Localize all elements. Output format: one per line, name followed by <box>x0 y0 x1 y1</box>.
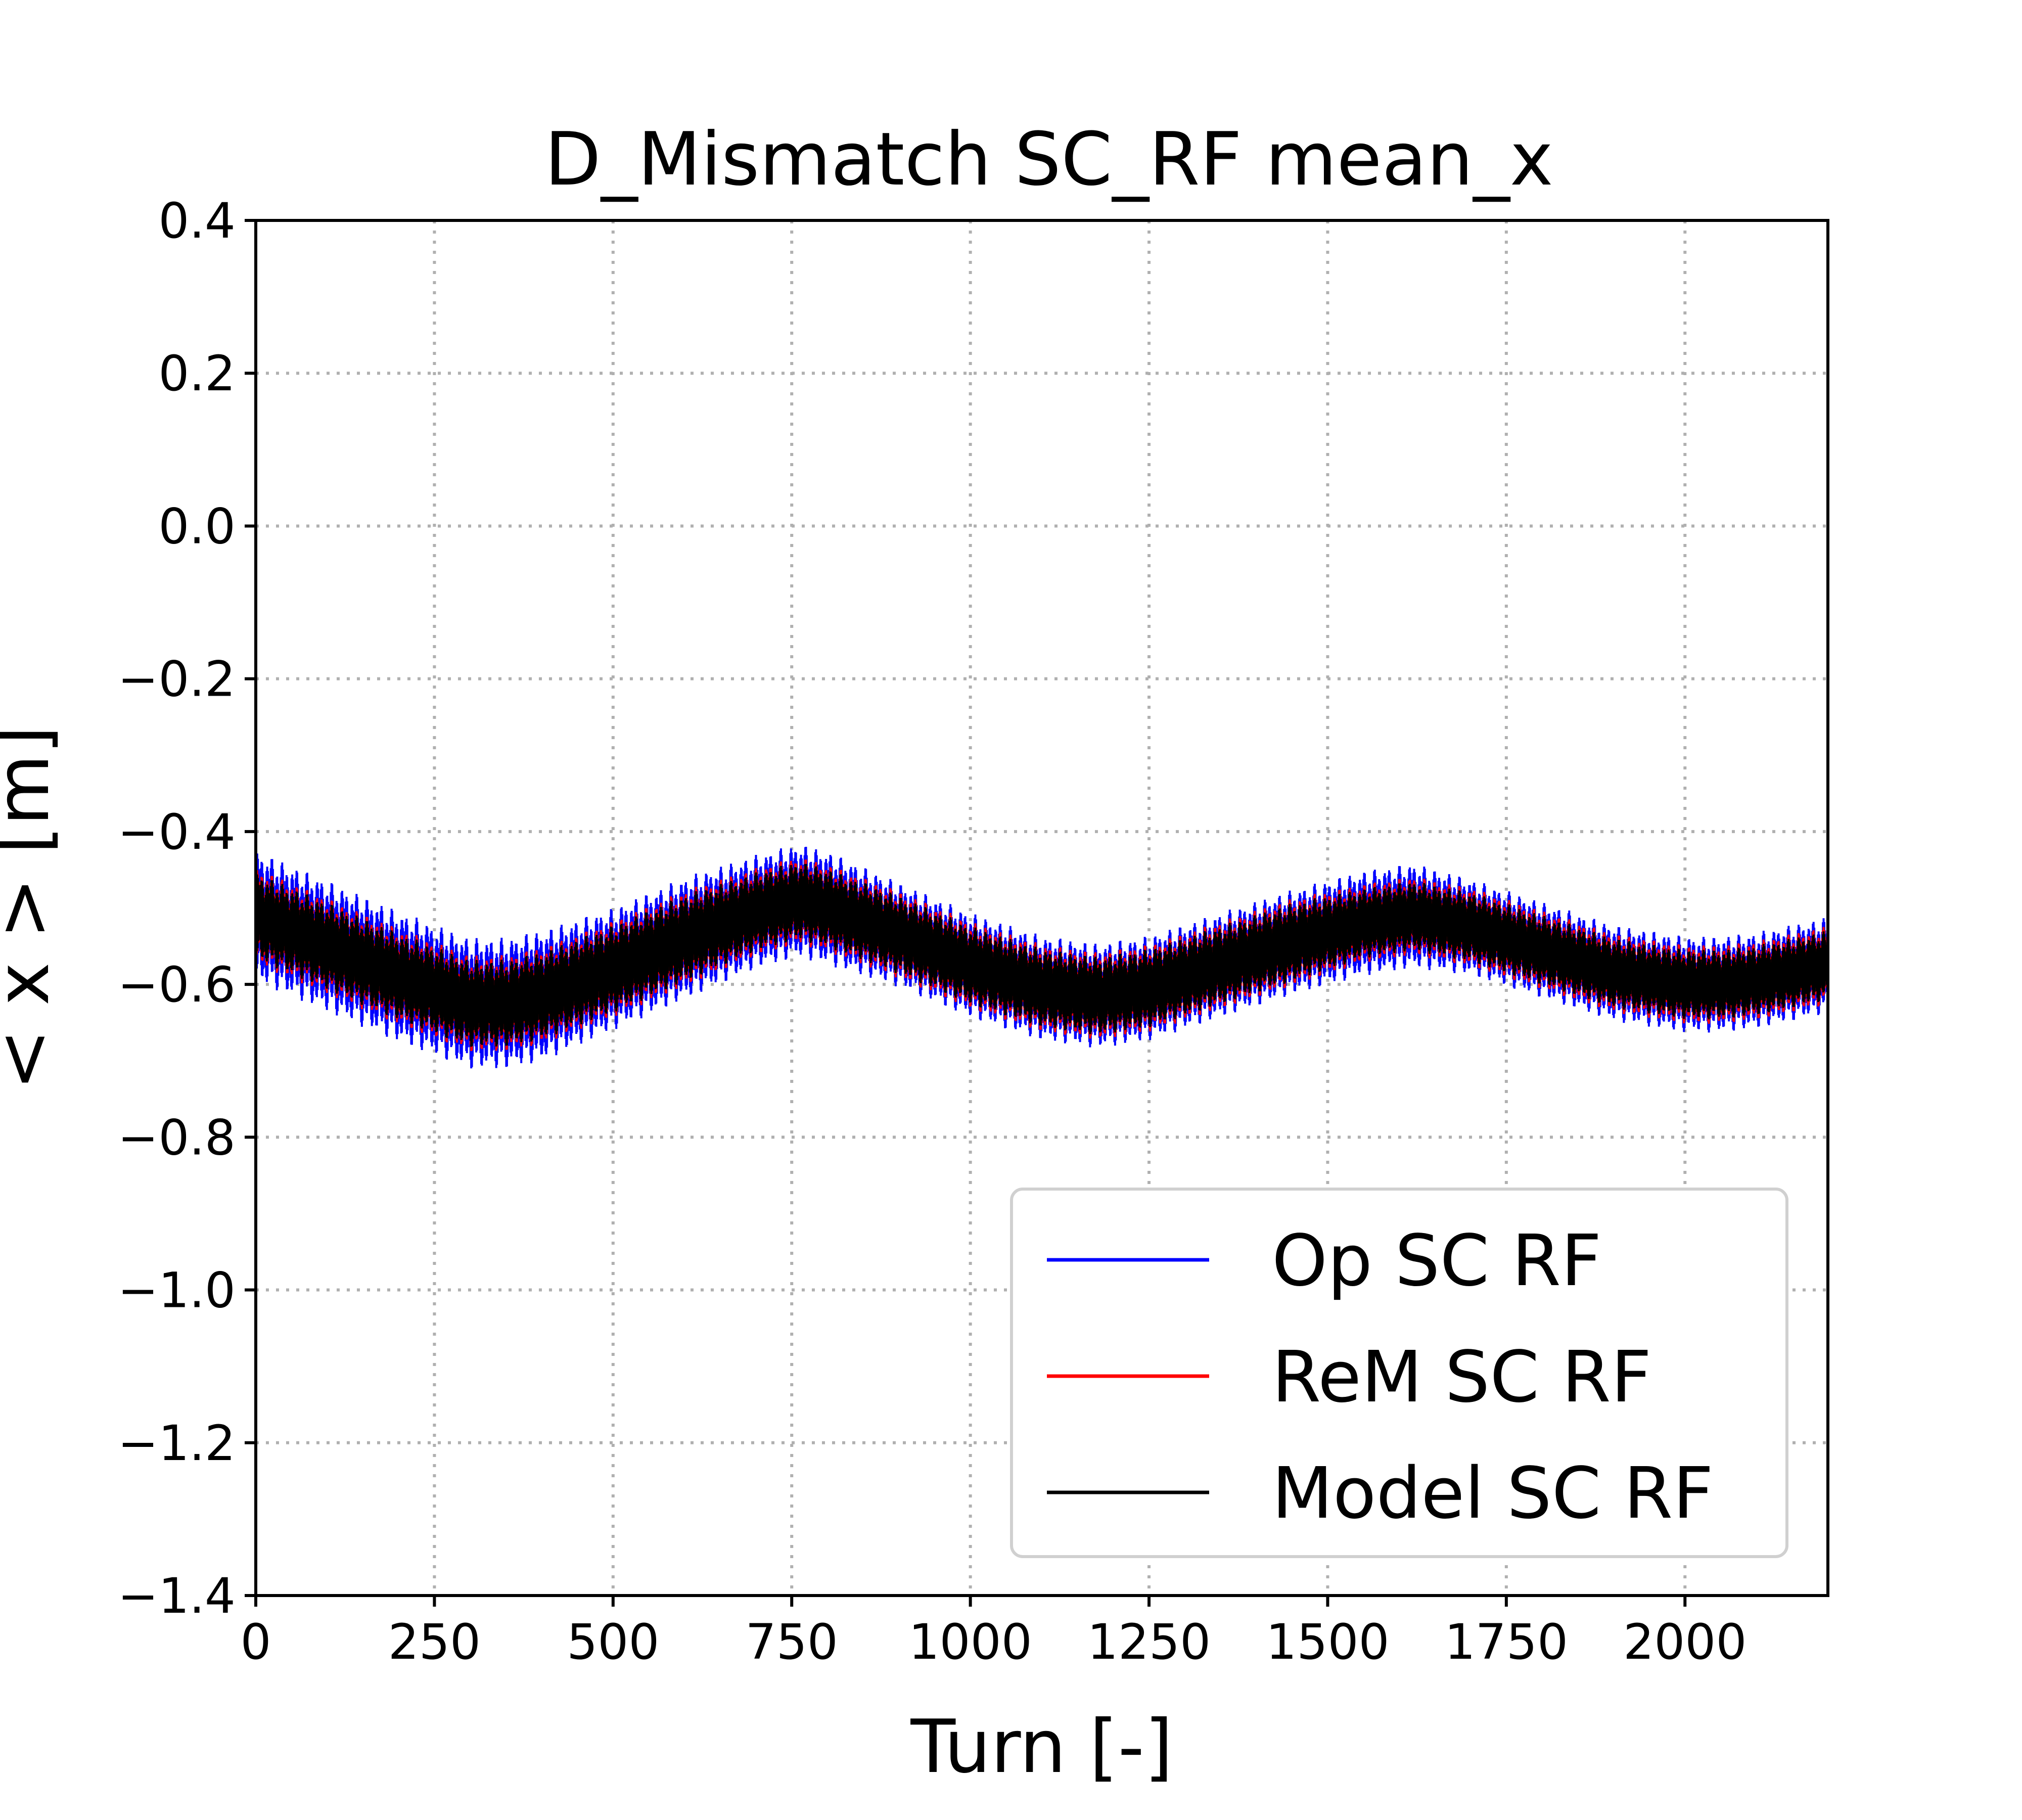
legend: Op SC RF ReM SC RF Model SC RF <box>1010 1188 1788 1558</box>
legend-label: Model SC RF <box>1272 1452 1714 1535</box>
legend-label: ReM SC RF <box>1272 1336 1651 1419</box>
y-tick-label: 0.2 <box>158 345 236 402</box>
legend-label: Op SC RF <box>1272 1220 1602 1302</box>
x-tick-label: 2000 <box>1623 1614 1747 1670</box>
x-tick-label: 1500 <box>1266 1614 1389 1670</box>
x-tick-label: 500 <box>567 1614 659 1670</box>
plot-frame <box>254 219 1829 1597</box>
series-layer <box>255 846 1829 1069</box>
chart-title: D_Mismatch SC_RF mean_x <box>544 117 1553 202</box>
y-tick-label: −0.8 <box>118 1109 236 1166</box>
x-tick-label: 1250 <box>1087 1614 1211 1670</box>
y-tick-layer: 0.4 0.2 0.0 −0.2 −0.4 −0.6 −0.8 −1.0 −1.2 −1.4 <box>118 193 256 1624</box>
x-tick-layer: 0 250 500 750 1000 1250 1500 1750 2000 <box>240 1596 1747 1670</box>
series-line-model-sc-rf <box>255 863 1829 1047</box>
y-tick-label: −1.2 <box>118 1415 236 1472</box>
x-tick-label: 1000 <box>908 1614 1032 1670</box>
legend-box <box>1010 1188 1788 1558</box>
x-tick-label: 0 <box>240 1614 271 1670</box>
y-tick-label: −0.2 <box>118 651 236 708</box>
x-axis-label: Turn [-] <box>910 1704 1173 1790</box>
y-tick-label: −1.4 <box>118 1568 236 1624</box>
x-tick-label: 750 <box>746 1614 838 1670</box>
y-tick-label: −0.6 <box>118 957 236 1013</box>
x-tick-label: 1750 <box>1445 1614 1568 1670</box>
x-tick-label: 250 <box>388 1614 481 1670</box>
y-tick-label: 0.4 <box>158 193 236 249</box>
y-tick-label: −1.0 <box>118 1262 236 1319</box>
y-axis-label: < x > [m] <box>0 725 66 1090</box>
y-tick-label: −0.4 <box>118 804 236 860</box>
y-tick-label: 0.0 <box>158 498 236 555</box>
